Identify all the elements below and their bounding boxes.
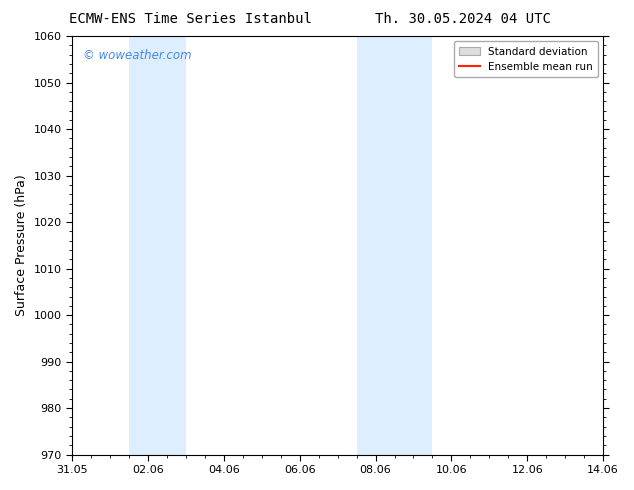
Y-axis label: Surface Pressure (hPa): Surface Pressure (hPa)	[15, 174, 28, 316]
Text: ECMW-ENS Time Series Istanbul: ECMW-ENS Time Series Istanbul	[68, 12, 312, 26]
Text: Th. 30.05.2024 04 UTC: Th. 30.05.2024 04 UTC	[375, 12, 551, 26]
Bar	[356, 36, 432, 455]
Bar	[129, 36, 186, 455]
Text: © woweather.com: © woweather.com	[82, 49, 191, 62]
Legend: Standard deviation, Ensemble mean run: Standard deviation, Ensemble mean run	[453, 41, 598, 77]
